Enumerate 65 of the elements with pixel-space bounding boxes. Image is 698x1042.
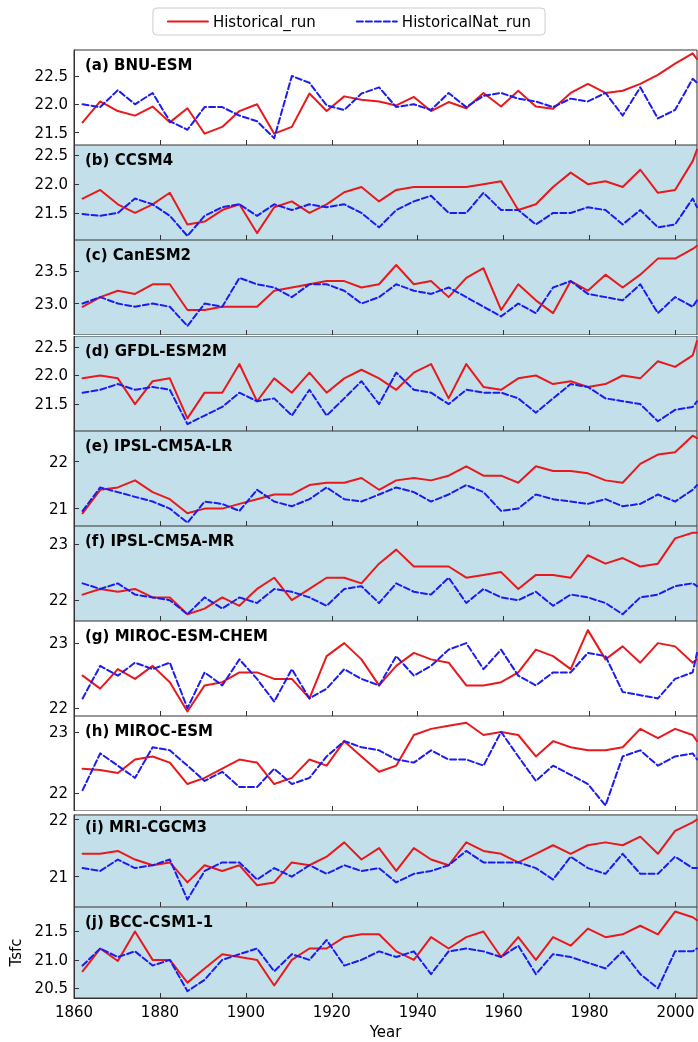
x-tick-label: 1980 bbox=[570, 1002, 609, 1021]
y-tick-label: 23.0 bbox=[34, 294, 68, 313]
chart-title: (f) IPSL-CM5A-MR bbox=[85, 531, 235, 550]
line-series bbox=[81, 483, 698, 524]
line-series bbox=[81, 277, 698, 328]
line-series bbox=[81, 576, 698, 616]
x-tick-label: 2000 bbox=[656, 1002, 695, 1021]
line-series bbox=[81, 148, 698, 235]
x-tick-label: 1920 bbox=[312, 1002, 351, 1021]
y-tick-label: 22.0 bbox=[34, 366, 68, 385]
y-axis-title: Tsfc bbox=[7, 938, 26, 968]
y-tick-label: 22.5 bbox=[34, 337, 68, 356]
x-tick-label: 1900 bbox=[226, 1002, 265, 1021]
line-series bbox=[81, 818, 698, 886]
y-tick-label: 20.5 bbox=[34, 979, 68, 998]
line-series bbox=[81, 75, 698, 140]
y-tick-label: 22 bbox=[48, 810, 68, 829]
line-series bbox=[81, 52, 698, 135]
y-tick-label: 22.5 bbox=[34, 67, 68, 86]
line-series bbox=[81, 938, 698, 992]
line-series bbox=[81, 371, 698, 425]
y-tick-label: 22 bbox=[48, 591, 68, 610]
line-series bbox=[81, 910, 698, 987]
x-axis-title: Year bbox=[368, 1022, 403, 1041]
line-series bbox=[81, 642, 698, 710]
y-tick-label: 23 bbox=[48, 534, 68, 553]
chart-title: (j) BCC-CSM1-1 bbox=[85, 912, 214, 931]
y-tick-label: 21.5 bbox=[34, 922, 68, 941]
y-tick-label: 23 bbox=[48, 723, 68, 742]
y-tick-label: 21 bbox=[48, 867, 68, 886]
chart-title: (e) IPSL-CM5A-LR bbox=[85, 436, 234, 455]
line-series bbox=[81, 245, 698, 315]
y-tick-label: 21.5 bbox=[34, 394, 68, 413]
x-tick-label: 1860 bbox=[54, 1002, 94, 1021]
x-tick-label: 1960 bbox=[484, 1002, 523, 1021]
y-tick-label: 21.5 bbox=[34, 123, 68, 142]
y-tick-label: 22 bbox=[48, 699, 68, 718]
y-tick-label: 22.5 bbox=[34, 146, 68, 165]
line-series bbox=[81, 339, 698, 419]
legend-label: HistoricalNat_run bbox=[401, 12, 532, 32]
line-series bbox=[81, 722, 698, 786]
chart-title: (c) CanESM2 bbox=[85, 245, 192, 264]
chart-title: (g) MIROC-ESM-CHEM bbox=[85, 626, 268, 645]
chart-title: (h) MIROC-ESM bbox=[85, 721, 213, 740]
y-tick-label: 21.0 bbox=[34, 950, 68, 969]
y-tick-label: 23.5 bbox=[34, 262, 68, 281]
legend-label: Historical_run bbox=[212, 12, 316, 32]
chart-title: (i) MRI-CGCM3 bbox=[85, 817, 208, 836]
x-tick-label: 1940 bbox=[398, 1002, 437, 1021]
x-tick-label: 1880 bbox=[140, 1002, 180, 1021]
line-series bbox=[81, 434, 698, 515]
line-series bbox=[81, 629, 698, 713]
y-tick-label: 23 bbox=[48, 634, 68, 653]
y-tick-label: 21.5 bbox=[34, 204, 68, 223]
y-tick-label: 22 bbox=[48, 452, 68, 471]
line-series bbox=[81, 849, 698, 901]
y-tick-label: 22.0 bbox=[34, 95, 68, 114]
line-series bbox=[81, 191, 698, 238]
y-tick-label: 21 bbox=[48, 499, 68, 518]
chart-title: (a) BNU-ESM bbox=[85, 55, 193, 74]
y-tick-label: 22 bbox=[48, 784, 68, 803]
y-tick-label: 22.0 bbox=[34, 175, 68, 194]
line-series bbox=[81, 531, 698, 616]
chart-title: (d) GFDL-ESM2M bbox=[85, 341, 227, 360]
chart-title: (b) CCSM4 bbox=[85, 150, 174, 169]
